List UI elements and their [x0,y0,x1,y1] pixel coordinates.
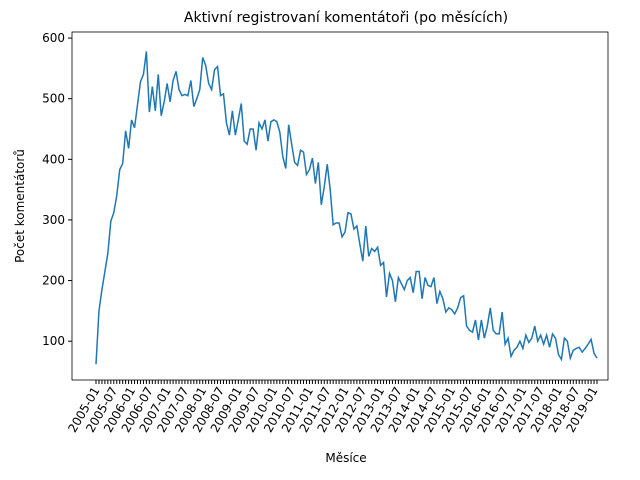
y-tick-label: 100 [42,334,65,348]
y-axis-label: Počet komentátorů [13,149,27,263]
y-tick-label: 600 [42,31,65,45]
chart-title: Aktivní registrovaní komentátoři (po měs… [184,10,508,26]
data-line [95,51,598,365]
y-tick-label: 500 [42,92,65,106]
x-axis-label: Měsíce [325,451,366,465]
y-tick-label: 200 [42,274,65,288]
y-tick-label: 400 [42,152,65,166]
plot-frame [71,31,609,381]
y-tick-label: 300 [42,213,65,227]
